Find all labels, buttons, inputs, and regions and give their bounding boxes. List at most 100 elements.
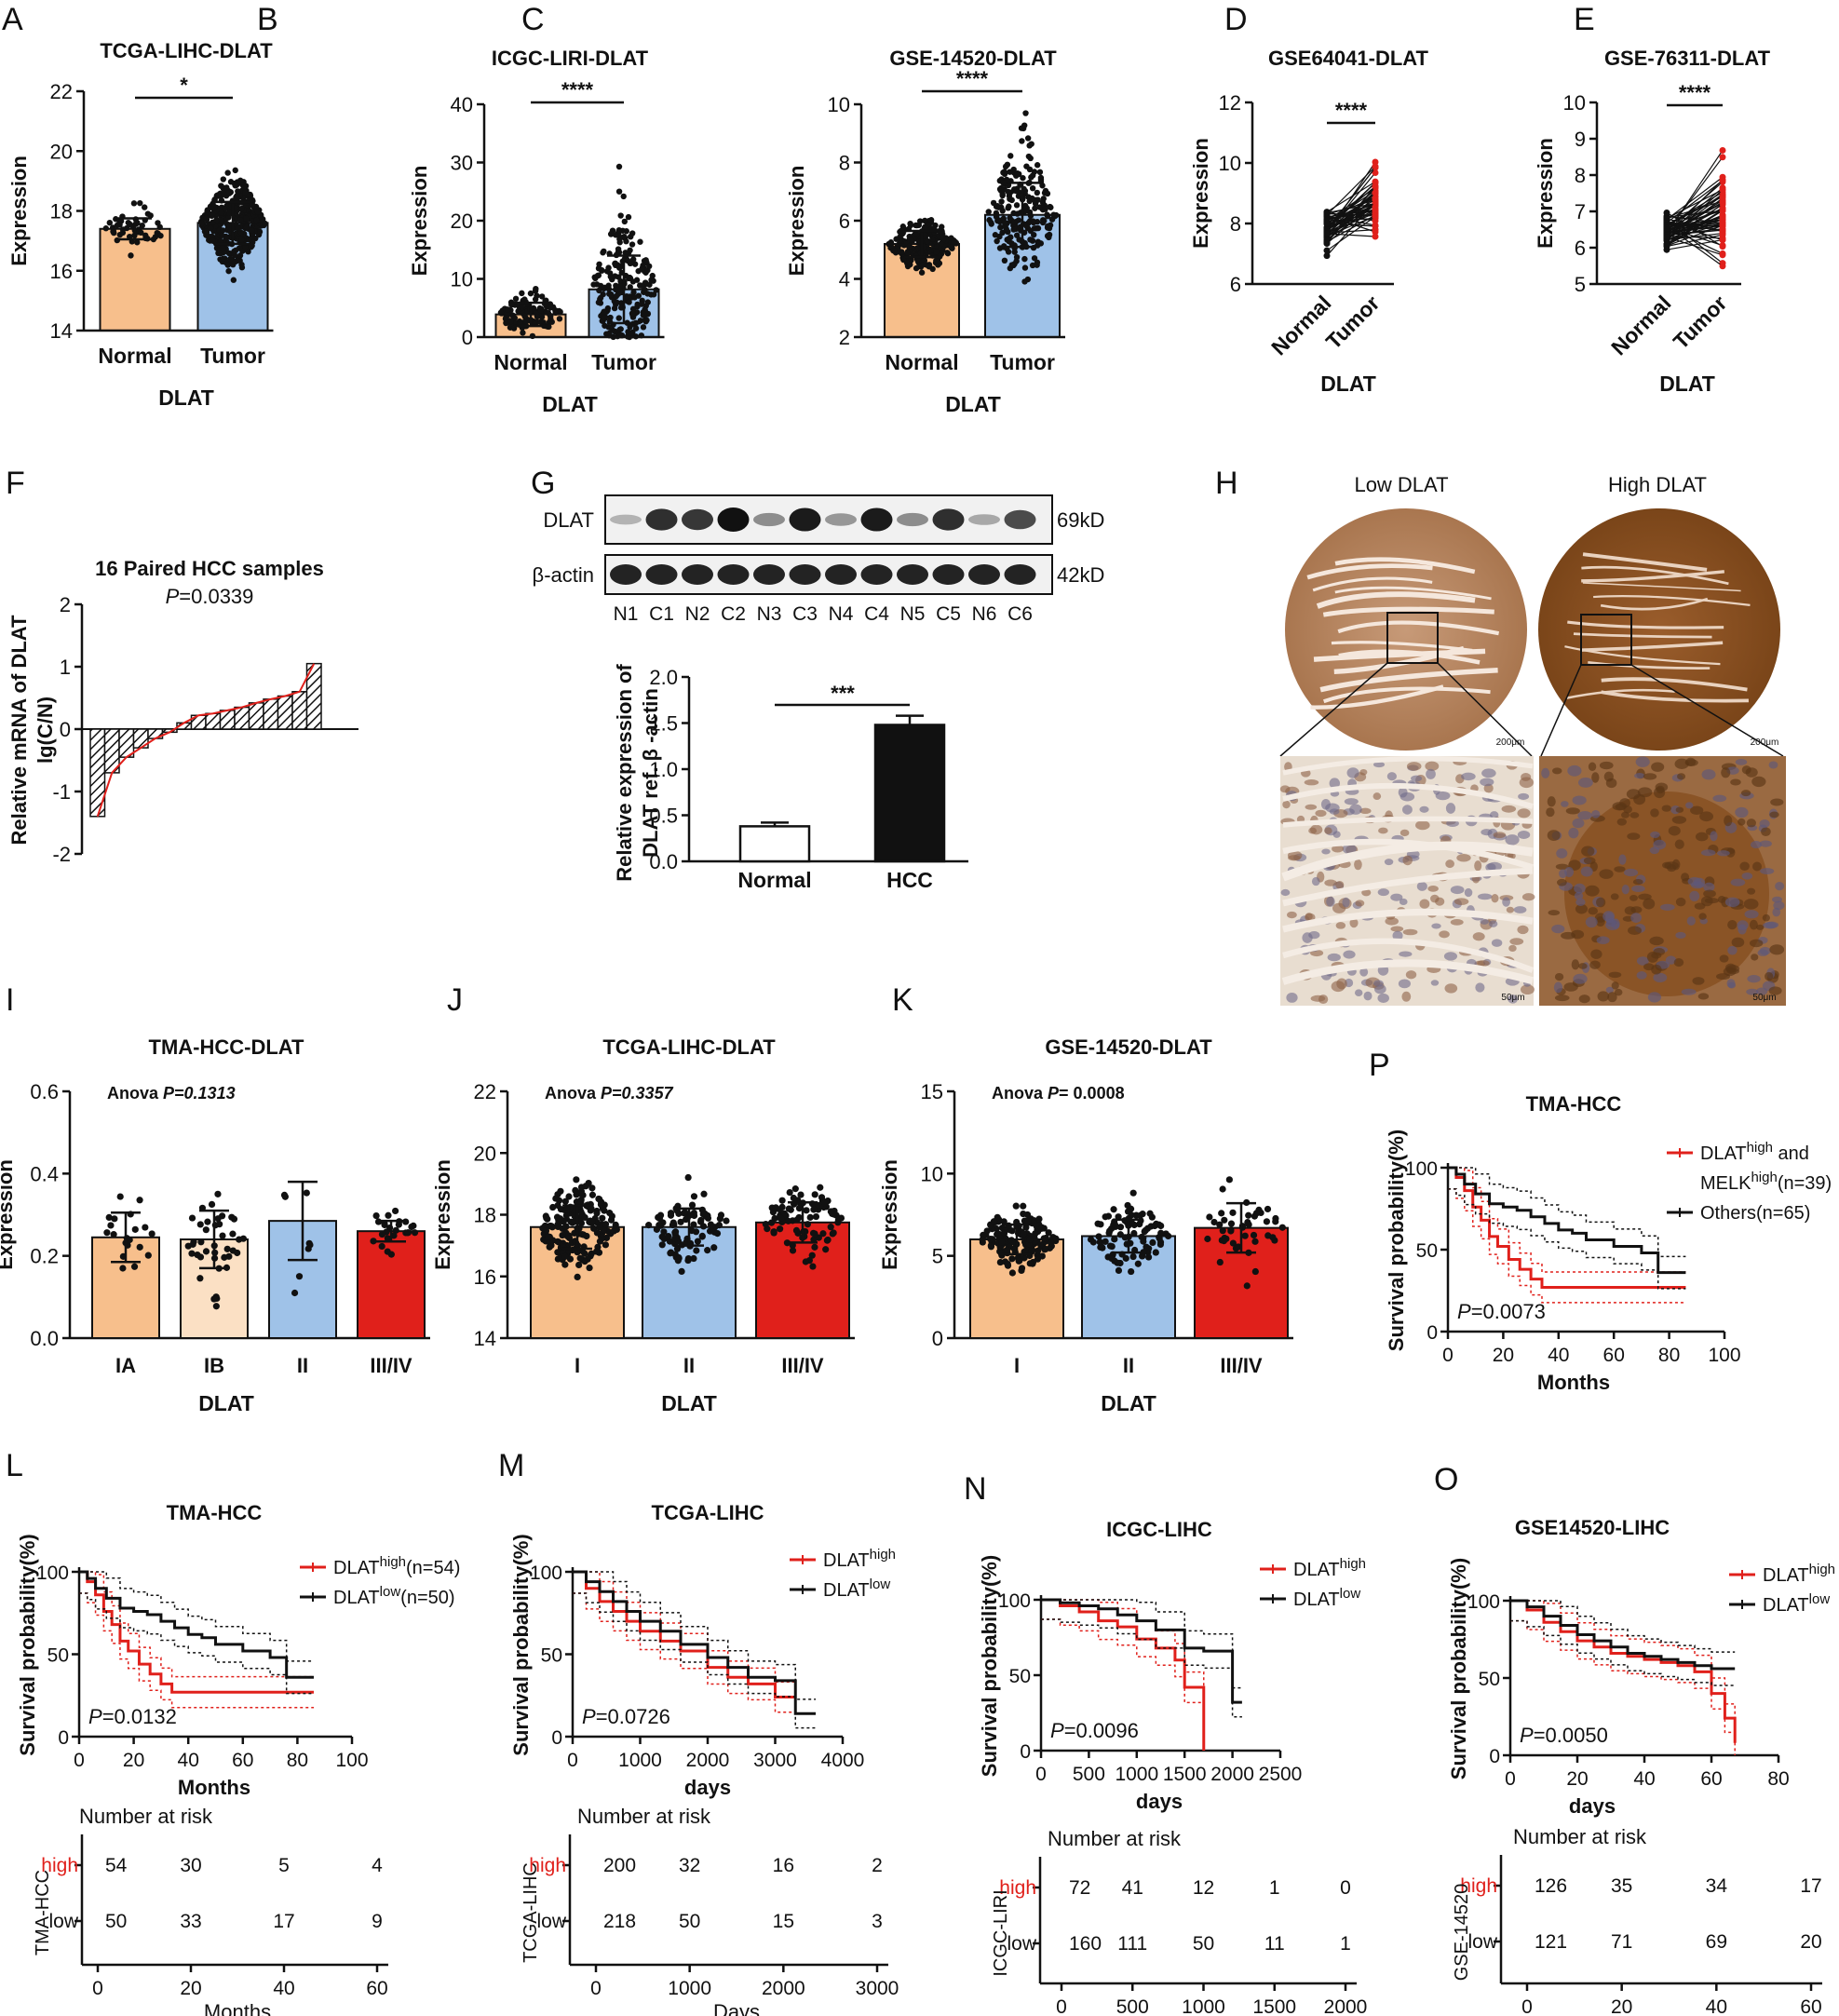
- cell: [1727, 920, 1738, 930]
- data-point: [804, 1221, 812, 1228]
- cell: [1361, 888, 1372, 897]
- tumor-point: [1719, 242, 1726, 250]
- risk-high-value: 54: [105, 1855, 128, 1876]
- data-point: [378, 1242, 385, 1251]
- tissue-streak: [1338, 649, 1481, 665]
- data-point: [656, 1211, 665, 1219]
- cell: [1674, 758, 1689, 769]
- normal-point: [1323, 247, 1331, 254]
- tumor-point: [1372, 212, 1379, 220]
- data-point: [554, 1249, 561, 1256]
- data-point: [789, 1247, 797, 1254]
- data-point: [212, 1303, 220, 1310]
- cell: [1775, 881, 1785, 891]
- cell: [1443, 952, 1458, 961]
- survival-curve-1: [573, 1570, 816, 1715]
- data-point: [803, 1207, 810, 1214]
- data-point: [138, 229, 144, 237]
- ci-lower: [79, 1592, 314, 1709]
- y-tick-label: 0.2: [30, 1245, 59, 1268]
- data-point: [1151, 1222, 1158, 1230]
- scale-label: 50μm: [1752, 993, 1776, 1003]
- cell: [1315, 809, 1327, 818]
- stroma-streak: [1282, 908, 1534, 933]
- data-point: [626, 299, 632, 305]
- data-point: [1220, 1238, 1228, 1245]
- y-tick-label: 14: [50, 319, 73, 343]
- cell: [1589, 960, 1601, 969]
- cell: [1577, 811, 1592, 820]
- data-point: [238, 236, 245, 243]
- cell: [1477, 893, 1493, 900]
- risk-high-value: 5: [278, 1855, 290, 1876]
- cell: [1692, 977, 1705, 985]
- data-point: [621, 233, 628, 240]
- cell: [1573, 973, 1588, 984]
- stroma-streak: [1282, 938, 1535, 973]
- cell: [1480, 778, 1494, 787]
- risk-low-value: 71: [1611, 1931, 1632, 1953]
- data-point: [693, 1247, 700, 1254]
- data-point: [137, 199, 143, 207]
- data-point: [1152, 1249, 1159, 1256]
- data-point: [810, 1236, 818, 1243]
- data-point: [915, 245, 922, 252]
- data-point: [1235, 1243, 1242, 1251]
- data-point: [1025, 194, 1032, 200]
- risk-high-value: 16: [773, 1855, 794, 1876]
- data-point: [614, 299, 620, 305]
- cell: [1402, 805, 1413, 815]
- data-point: [1018, 1265, 1026, 1272]
- data-point: [1000, 1218, 1007, 1225]
- data-point: [1029, 262, 1036, 269]
- cell: [1481, 768, 1496, 778]
- data-point: [207, 224, 214, 232]
- tumor-point: [1719, 154, 1726, 161]
- data-point: [617, 304, 625, 311]
- cell: [1685, 757, 1697, 766]
- data-point: [250, 238, 256, 246]
- y-tick-label: 20: [474, 1142, 496, 1165]
- data-point: [196, 1221, 204, 1228]
- data-point: [372, 1212, 380, 1220]
- x-tick-label: IB: [204, 1354, 224, 1377]
- data-point: [204, 1218, 211, 1225]
- data-point: [1250, 1231, 1258, 1239]
- data-point: [126, 233, 133, 240]
- data-point: [658, 1241, 666, 1249]
- blot-box: [604, 494, 1053, 545]
- data-point: [571, 1229, 578, 1237]
- data-point: [249, 202, 256, 209]
- data-point: [607, 231, 615, 237]
- risk-y-label: GSE-14520: [1452, 1884, 1472, 1982]
- data-point: [1112, 1221, 1119, 1229]
- cell: [1768, 986, 1782, 995]
- dlat-band: [932, 508, 965, 531]
- data-point: [620, 193, 627, 200]
- data-point: [1121, 1234, 1129, 1241]
- data-point: [213, 216, 220, 223]
- cell: [1335, 922, 1346, 929]
- panel-letter: L: [6, 1448, 23, 1483]
- legend-entry: DLATlow: [1763, 1591, 1830, 1617]
- data-point: [1218, 1210, 1225, 1217]
- scale-label: 50μm: [1501, 993, 1524, 1003]
- cell: [1399, 898, 1408, 906]
- y-tick-label: 1.0: [649, 758, 678, 781]
- data-point: [111, 1215, 118, 1223]
- y-axis-label: Expression: [785, 166, 808, 277]
- data-point: [998, 198, 1005, 205]
- y-tick-label: 5: [1575, 273, 1586, 296]
- survival-curve-1: [1041, 1598, 1242, 1704]
- data-point: [554, 1238, 561, 1245]
- cell: [1759, 819, 1770, 828]
- blot-size: 42kD: [1057, 563, 1104, 587]
- anova-label: Anova P=0.3357: [545, 1084, 674, 1103]
- data-point: [223, 184, 230, 191]
- data-point: [613, 292, 620, 300]
- data-point: [615, 315, 622, 321]
- data-point: [688, 1201, 696, 1209]
- x-tick-label: 1000: [1115, 1764, 1158, 1785]
- cell: [1643, 773, 1657, 780]
- risk-low-value: 11: [1264, 1933, 1285, 1955]
